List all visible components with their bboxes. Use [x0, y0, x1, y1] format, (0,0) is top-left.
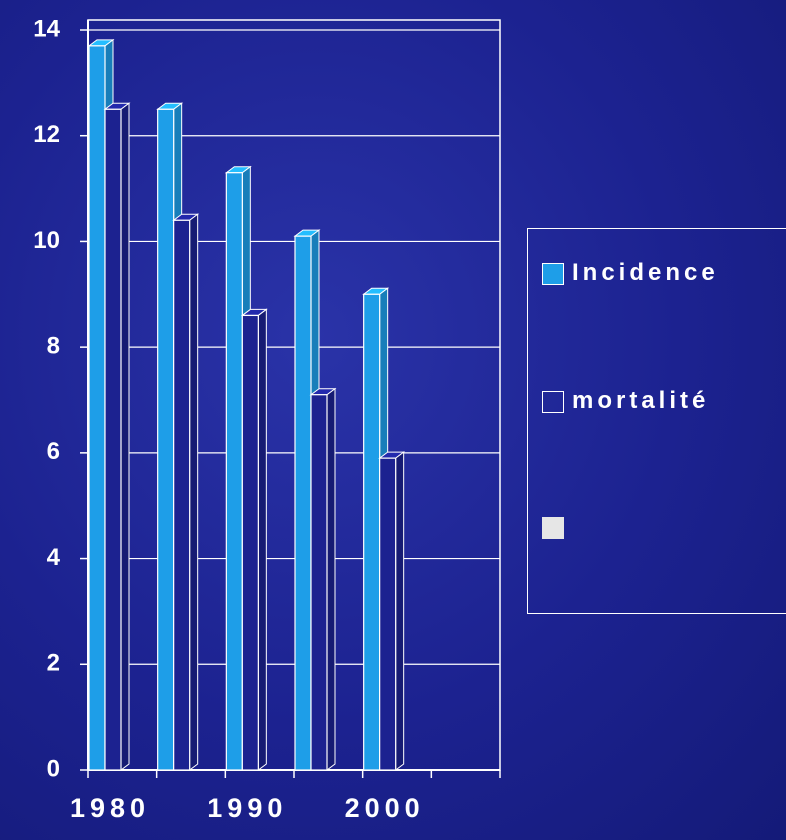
bar-side [257, 308, 267, 771]
y-tick-label: 10 [33, 227, 60, 254]
bar-side [120, 102, 130, 771]
legend: Incidence mortalité [527, 228, 786, 614]
legend-swatch [542, 391, 564, 413]
y-tick-label: 0 [47, 755, 60, 782]
legend-empty-entry [542, 513, 564, 539]
bar-front [379, 457, 397, 771]
bar-front [241, 314, 259, 771]
legend-swatch [542, 263, 564, 285]
legend-entry: Incidence [542, 259, 772, 291]
y-tick-label: 8 [47, 332, 60, 359]
bar-front [294, 235, 312, 771]
y-tick-label: 4 [47, 544, 61, 571]
bar-front [157, 108, 175, 771]
bar-side [326, 387, 336, 771]
y-tick-label: 12 [33, 121, 60, 148]
bar [103, 102, 131, 771]
bar-side [189, 213, 199, 771]
y-tick-label: 2 [47, 650, 60, 677]
bar [240, 308, 268, 771]
plot-frame [87, 19, 501, 771]
bar-front [88, 45, 106, 771]
legend-label: mortalité [572, 387, 710, 414]
bar-front [225, 172, 243, 771]
x-tick-label: 1990 [207, 793, 287, 823]
bar [172, 213, 200, 771]
legend-swatch [542, 517, 564, 539]
bar-front [363, 293, 381, 771]
x-tick-label: 1980 [70, 793, 150, 823]
bar-side [395, 451, 405, 771]
legend-entry: mortalité [542, 387, 772, 419]
bar [309, 387, 337, 771]
bar-front [104, 108, 122, 771]
bar-front [310, 394, 328, 771]
bar-front [173, 219, 191, 771]
legend-label: Incidence [572, 259, 719, 286]
bar [378, 451, 406, 771]
x-tick-label: 2000 [345, 793, 425, 823]
y-tick-label: 14 [33, 15, 60, 42]
y-tick-label: 6 [47, 438, 60, 465]
